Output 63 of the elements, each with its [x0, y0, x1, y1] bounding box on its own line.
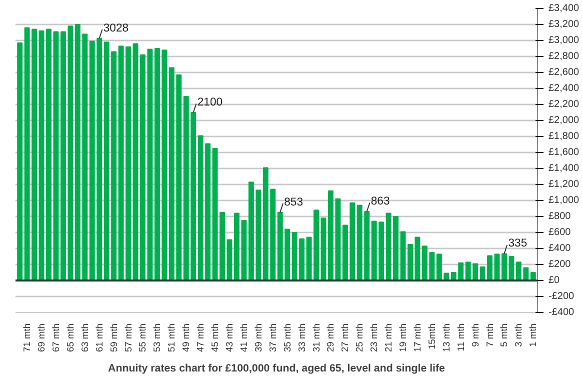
y-tick-label: £2,600 [548, 67, 580, 78]
y-tick-label: £600 [548, 227, 572, 238]
x-tick-label: 19 mth [398, 323, 408, 352]
x-tick-label: 67 mth [50, 323, 61, 352]
x-tick-label: 71 mth [22, 323, 32, 352]
x-tick-label: 15mth [426, 323, 437, 350]
x-tick-label: 17 mth [412, 323, 422, 352]
y-tick-label: £1,400 [548, 163, 580, 174]
x-tick-label: 61 mth [94, 323, 104, 352]
y-tick-label: £1,200 [548, 179, 580, 190]
x-tick-label: 9 mth [470, 323, 480, 347]
y-tick-label: £0 [548, 275, 560, 286]
x-tick-label: 47 mth [196, 323, 206, 352]
y-tick-label: £800 [548, 211, 572, 222]
x-tick-label: 45 mth [210, 323, 220, 352]
y-tick-label: £400 [548, 243, 572, 254]
y-tick-label: £1,800 [548, 131, 580, 142]
x-tick-label: 1 mth [528, 323, 538, 347]
y-tick-label: £200 [548, 259, 572, 270]
y-tick-label: £1,000 [548, 195, 580, 206]
data-label: 863 [370, 195, 390, 208]
bar [17, 42, 23, 281]
x-tick-label: 29 mth [326, 323, 336, 352]
y-tick-label: -£400 [548, 307, 575, 318]
x-tick-label: 59 mth [108, 323, 119, 352]
y-tick-label: £2,000 [548, 115, 580, 126]
y-tick-label: £3,400 [548, 3, 580, 14]
text: Annuity rates chart for £100,000 fund, aged 65, level and single life [108, 362, 446, 374]
x-tick-label: 25 mth [354, 323, 365, 352]
x-tick-label: 63 mth [80, 323, 90, 352]
y-tick-label: £2,400 [548, 83, 580, 94]
x-tick-label: 37 mth [268, 323, 278, 352]
y-tick-label: £1,600 [548, 147, 580, 158]
y-tick-label: £3,200 [548, 19, 580, 30]
x-tick-label: 49 mth [181, 323, 192, 352]
x-tick-label: 21 mth [384, 323, 394, 352]
x-tick-label: 5 mth [499, 323, 510, 347]
x-tick-label: 69 mth [36, 323, 47, 352]
y-tick-label: -£200 [548, 291, 575, 302]
y-tick-label: £3,000 [548, 35, 580, 46]
x-tick-label: 11 mth [456, 323, 466, 352]
x-tick-label: 65 mth [65, 323, 76, 352]
x-tick-label: 3 mth [514, 323, 524, 347]
x-tick-label: 43 mth [224, 323, 235, 352]
x-tick-label: 39 mth [253, 323, 264, 352]
x-tick-label: 41 mth [238, 323, 249, 352]
x-tick-label: 33 mth [296, 323, 307, 352]
y-tick-label: £2,200 [548, 99, 580, 110]
x-tick-label: 57 mth [123, 323, 134, 352]
x-tick-label: 35 mth [282, 323, 292, 352]
x-tick-label: 53 mth [152, 323, 162, 352]
y-tick-label: £2,800 [548, 51, 580, 62]
data-label: 335 [508, 238, 528, 250]
data-label: 3028 [103, 22, 129, 34]
data-label: 853 [284, 196, 304, 208]
x-tick-label: 31 mth [311, 323, 322, 352]
x-tick-label: 23 mth [369, 323, 380, 352]
x-tick-label: 51 mth [166, 323, 177, 352]
x-tick-label: 27 mth [340, 323, 350, 352]
x-tick-label: 7 mth [484, 323, 495, 347]
x-tick-label: 13 mth [441, 323, 452, 352]
data-label: 2100 [197, 96, 223, 108]
x-tick-label: 55 mth [138, 323, 148, 352]
